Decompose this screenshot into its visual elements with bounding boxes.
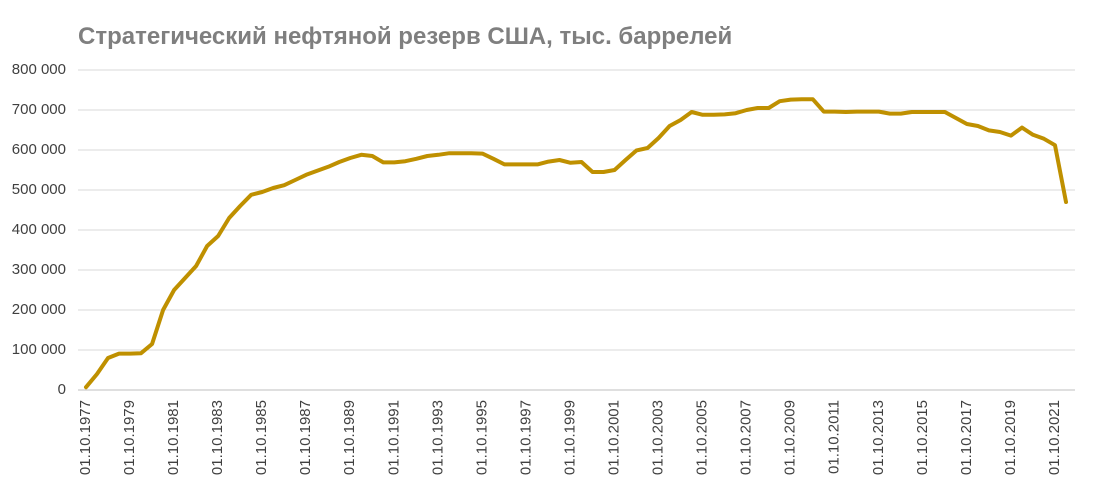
x-tick-label: 01.10.1983 — [209, 400, 226, 475]
y-tick-label: 0 — [58, 381, 66, 398]
x-tick-label: 01.10.1981 — [165, 400, 182, 475]
x-tick-label: 01.10.1999 — [561, 400, 578, 475]
x-tick-label: 01.10.1995 — [473, 400, 490, 475]
x-tick-label: 01.10.2019 — [1002, 400, 1019, 475]
x-tick-label: 01.10.2017 — [958, 400, 975, 475]
x-tick-label: 01.10.1991 — [385, 400, 402, 475]
x-tick-label: 01.10.1979 — [121, 400, 138, 475]
x-tick-label: 01.10.1977 — [77, 400, 94, 475]
x-tick-label: 01.10.2013 — [870, 400, 887, 475]
x-tick-label: 01.10.2021 — [1046, 400, 1063, 475]
data-line — [84, 97, 1069, 390]
x-tick-label: 01.10.1997 — [517, 400, 534, 475]
x-tick-label: 01.10.2005 — [694, 400, 711, 475]
x-tick-label: 01.10.2009 — [782, 400, 799, 475]
y-tick-label: 700 000 — [12, 101, 66, 118]
y-tick-label: 300 000 — [12, 261, 66, 278]
x-tick-label: 01.10.1985 — [253, 400, 270, 475]
y-tick-label: 200 000 — [12, 301, 66, 318]
x-tick-label: 01.10.1993 — [429, 400, 446, 475]
x-tick-label: 01.10.2003 — [650, 400, 667, 475]
x-tick-label: 01.10.1987 — [297, 400, 314, 475]
y-tick-label: 500 000 — [12, 181, 66, 198]
chart-title: Стратегический нефтяной резерв США, тыс.… — [78, 23, 732, 50]
y-tick-label: 800 000 — [12, 61, 66, 78]
x-tick-label: 01.10.2007 — [738, 400, 755, 475]
y-tick-label: 100 000 — [12, 341, 66, 358]
x-tick-label: 01.10.2015 — [914, 400, 931, 475]
x-tick-label: 01.10.1989 — [341, 400, 358, 475]
x-tick-label: 01.10.2011 — [826, 400, 843, 474]
y-tick-label: 600 000 — [12, 141, 66, 158]
y-tick-label: 400 000 — [12, 221, 66, 238]
x-tick-label: 01.10.2001 — [606, 400, 623, 475]
